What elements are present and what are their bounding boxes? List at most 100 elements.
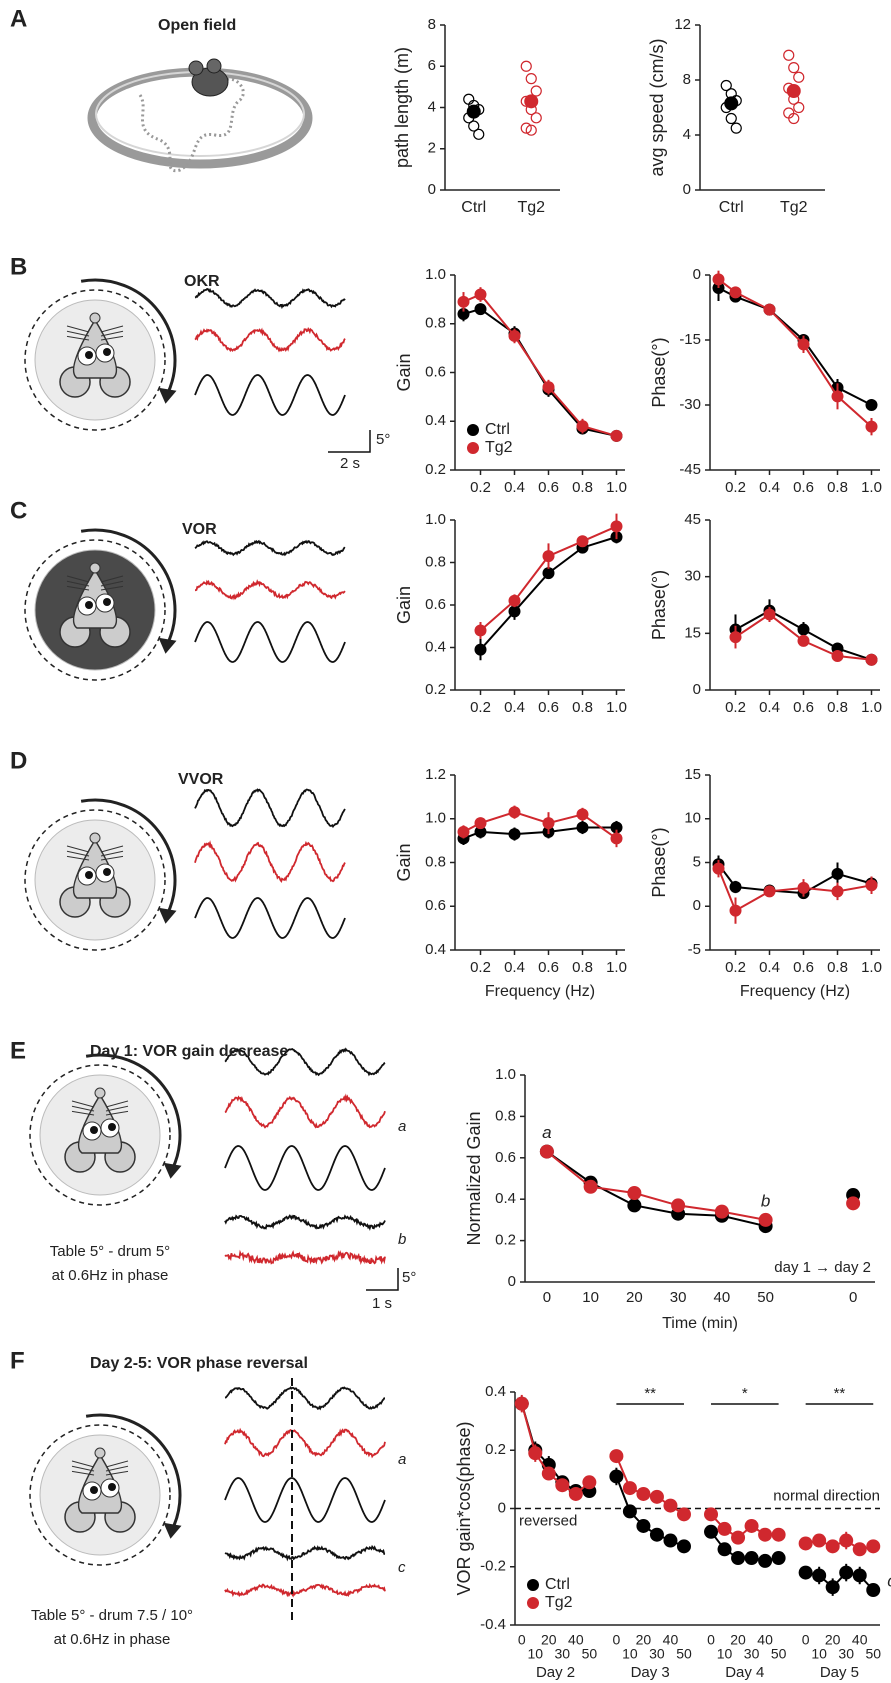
data-point	[610, 520, 623, 533]
x-tick-label: 50	[676, 1646, 692, 1662]
x-tick-label: 1.0	[861, 959, 882, 976]
whisker	[66, 335, 90, 341]
y-tick-label: -15	[679, 331, 701, 348]
data-point	[525, 73, 537, 85]
y-tick-label: 0.6	[425, 897, 446, 914]
mouse-pupil	[108, 1483, 116, 1491]
data-point	[812, 1568, 827, 1583]
series-line	[717, 868, 872, 913]
y-tick-label: 45	[684, 511, 701, 528]
arrow-head	[158, 907, 177, 924]
point-label: c	[887, 1572, 891, 1591]
x-tick-label: 20	[636, 1632, 652, 1648]
y-tick-label: 0.8	[425, 853, 446, 870]
x-tick-label: 0	[802, 1632, 810, 1648]
data-point	[663, 1533, 678, 1548]
panel-title: VOR	[182, 521, 217, 538]
panel-letter: E	[10, 1037, 26, 1064]
mouse-nose	[89, 832, 101, 844]
mouse-nose	[89, 312, 101, 324]
y-tick-label: 10	[684, 810, 701, 827]
data-point	[725, 112, 737, 125]
x-tick-label: 0.2	[725, 479, 746, 496]
mean-point	[524, 94, 539, 109]
data-point	[797, 881, 810, 894]
x-tick-label: 0.6	[538, 479, 559, 496]
mouse-pupil	[103, 598, 111, 606]
y-tick-label: -30	[679, 396, 701, 413]
y-tick-label: 1.0	[495, 1066, 516, 1083]
data-point	[508, 594, 521, 607]
data-point	[825, 1539, 840, 1554]
arrow-head	[158, 637, 177, 654]
x-tick-label: 0	[543, 1289, 551, 1306]
drum	[24, 289, 166, 431]
trace	[224, 1047, 386, 1077]
data-point	[663, 1498, 678, 1513]
data-point	[712, 862, 725, 875]
data-point	[797, 623, 810, 636]
legend-label: Tg2	[485, 439, 513, 456]
annotation: normal direction	[773, 1487, 880, 1504]
data-point	[763, 608, 776, 621]
data-point	[473, 128, 485, 140]
data-point	[798, 1565, 813, 1580]
whisker	[66, 325, 90, 333]
whisker	[100, 575, 124, 583]
data-point	[788, 112, 800, 125]
data-point	[839, 1533, 854, 1548]
mouse	[206, 58, 222, 74]
data-point	[744, 1551, 759, 1566]
x-tick-label: 10	[717, 1646, 733, 1662]
whisker	[66, 580, 90, 587]
data-point	[582, 1475, 597, 1490]
legend-label: Tg2	[545, 1594, 573, 1611]
data-point	[457, 295, 470, 308]
legend-marker	[527, 1579, 539, 1591]
x-tick-label: 40	[568, 1632, 584, 1648]
data-point	[636, 1486, 651, 1501]
annotation: day 1 → day 2	[774, 1259, 871, 1276]
y-axis-label: Gain	[394, 586, 414, 624]
y-tick-label: 0.8	[425, 553, 446, 570]
whisker	[100, 850, 124, 857]
x-tick-label: Ctrl	[719, 199, 744, 216]
data-point	[468, 120, 480, 132]
data-point	[831, 867, 844, 880]
data-point	[508, 329, 521, 342]
data-point	[576, 808, 589, 821]
y-tick-label: 0	[683, 181, 691, 198]
whisker	[100, 845, 124, 853]
x-tick-label: 20	[541, 1632, 557, 1648]
data-point	[474, 817, 487, 830]
drum	[24, 809, 166, 951]
data-point	[731, 1530, 746, 1545]
data-point	[474, 825, 487, 838]
condition: at 0.6Hz in phase	[54, 1631, 171, 1648]
trace-label: a	[398, 1118, 406, 1135]
data-point	[865, 653, 878, 666]
whisker	[100, 580, 124, 587]
x-tick-label: 1.0	[861, 479, 882, 496]
data-point	[865, 420, 878, 433]
y-tick-label: 0.6	[425, 363, 446, 380]
series-line	[717, 278, 873, 428]
legend-label: Ctrl	[545, 1576, 570, 1593]
y-axis-label: Gain	[394, 843, 414, 881]
mouse-pupil	[85, 351, 93, 359]
whisker	[105, 1470, 129, 1476]
y-tick-label: 4	[428, 98, 436, 115]
y-axis-label: Phase(°)	[649, 827, 669, 897]
x-tick-label: 0.8	[827, 699, 848, 716]
y-tick-label: 0.2	[485, 1441, 506, 1458]
trace	[224, 1427, 386, 1459]
mean-point	[786, 84, 801, 98]
data-point	[729, 904, 742, 917]
x-tick-label: Tg2	[517, 199, 545, 216]
x-tick-label: 0.2	[725, 959, 746, 976]
condition: Table 5° - drum 7.5 / 10°	[31, 1607, 193, 1624]
y-tick-label: 15	[684, 624, 701, 641]
trace	[194, 327, 346, 353]
y-tick-label: 1.0	[425, 511, 446, 528]
data-point	[771, 1551, 786, 1566]
